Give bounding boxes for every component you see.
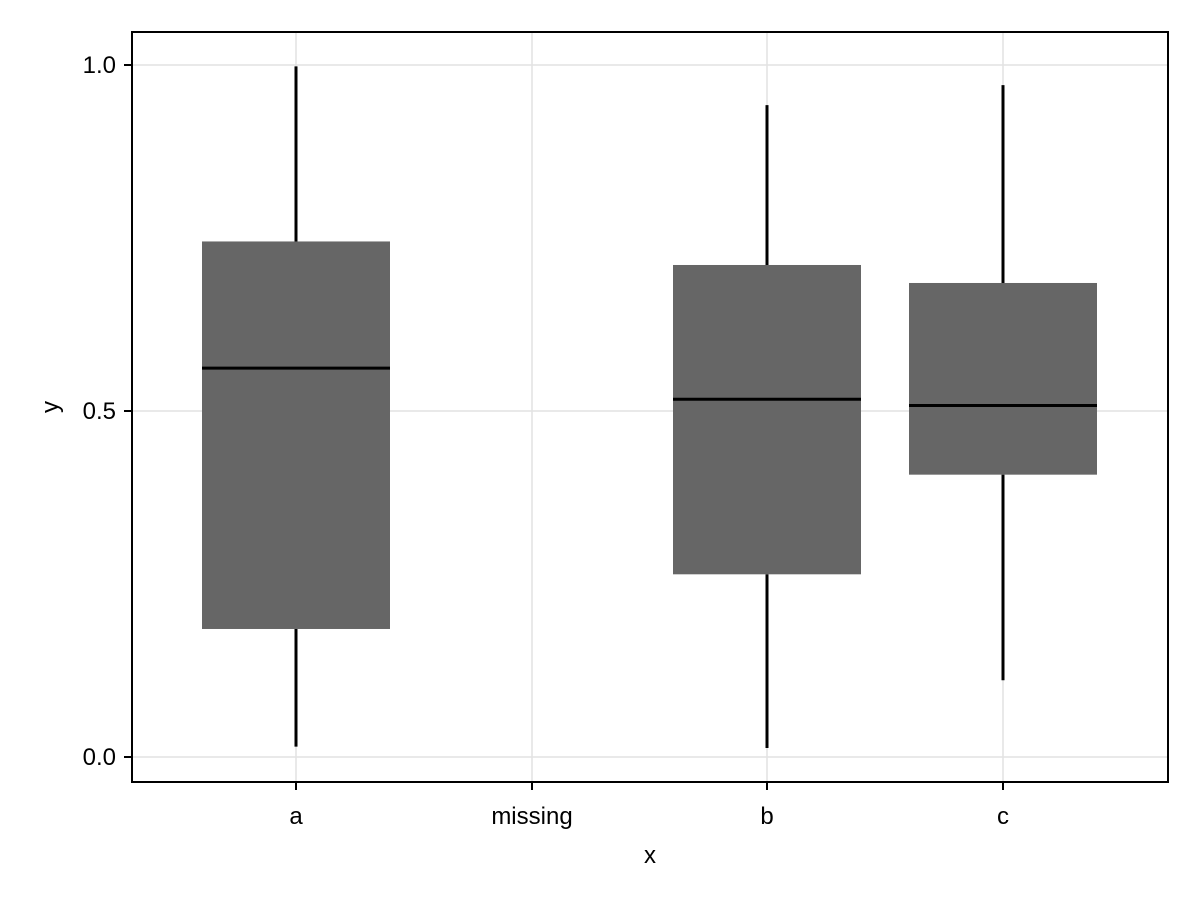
box-group-c — [909, 85, 1097, 681]
plot-frame — [131, 31, 1169, 783]
y-tick-label: 0.5 — [83, 398, 116, 425]
box-layer — [202, 66, 1097, 749]
box-group-b — [673, 105, 861, 749]
x-tick-label: c — [997, 803, 1009, 830]
y-axis-label: y — [37, 401, 64, 413]
x-tick-label: a — [289, 803, 303, 830]
box-iqr — [673, 264, 861, 575]
box-group-a — [202, 66, 390, 747]
tick-layer: a missing b c 0.0 0.5 1.0 — [83, 52, 1009, 830]
y-tick-label: 0.0 — [83, 744, 116, 771]
x-tick-label: b — [760, 803, 773, 830]
box-iqr — [202, 241, 390, 629]
y-tick-label: 1.0 — [83, 52, 116, 79]
x-tick-label: missing — [491, 803, 572, 830]
x-axis-label: x — [644, 842, 656, 869]
box-iqr — [909, 282, 1097, 475]
